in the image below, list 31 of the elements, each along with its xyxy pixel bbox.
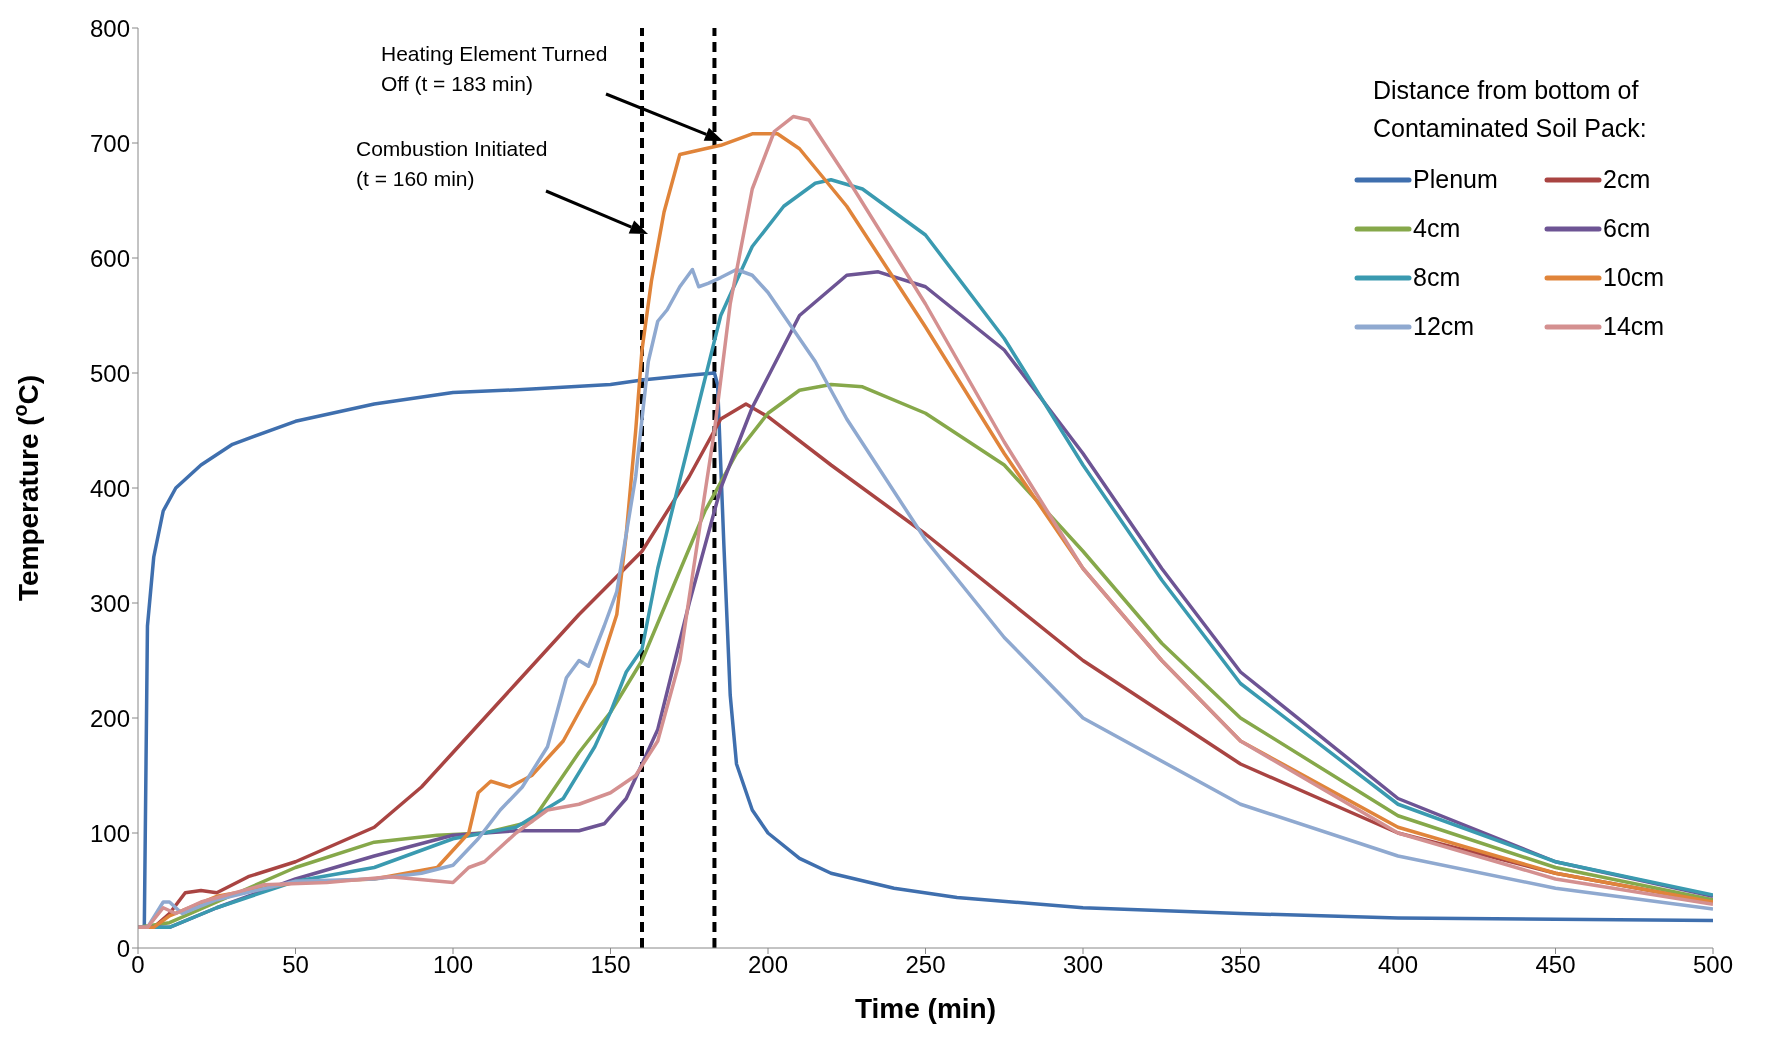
x-tick-label: 50	[282, 951, 309, 979]
x-tick-label: 250	[905, 951, 946, 979]
y-tick-label: 700	[89, 129, 130, 157]
annotation: Heating Element Turned Off (t = 183 min)	[381, 42, 608, 95]
x-tick-label: 450	[1535, 951, 1576, 979]
x-tick-label: 200	[747, 951, 789, 979]
y-tick-label: 400	[89, 474, 130, 502]
legend-label: 14cm	[1603, 312, 1665, 341]
y-tick-label: 300	[89, 589, 130, 617]
x-axis-title: Time (min)	[854, 993, 997, 1024]
legend-title: Distance from bottom of Contaminated Soil Pack:	[1373, 75, 1648, 144]
legend-label: 4cm	[1413, 214, 1461, 243]
x-tick-label: 150	[590, 951, 631, 979]
legend-label: Plenum	[1413, 165, 1498, 194]
legend-label: 10cm	[1603, 263, 1665, 292]
x-tick-label: 350	[1220, 951, 1261, 979]
legend-label: 12cm	[1413, 312, 1475, 341]
legend-label: 2cm	[1603, 165, 1651, 194]
x-tick-label: 500	[1692, 951, 1734, 979]
x-tick-label: 400	[1377, 951, 1419, 979]
x-tick-label: 100	[432, 951, 474, 979]
x-tick-label: 300	[1062, 951, 1104, 979]
y-tick-label: 500	[89, 359, 130, 387]
legend-label: 6cm	[1603, 214, 1651, 243]
y-tick-label: 600	[89, 244, 130, 272]
legend-label: 8cm	[1413, 263, 1461, 292]
y-tick-label: 800	[89, 14, 130, 42]
annotation: Combustion Initiated (t = 160 min)	[356, 137, 548, 190]
y-tick-label: 0	[116, 934, 130, 962]
y-tick-label: 100	[89, 819, 130, 847]
y-tick-label: 200	[89, 704, 130, 732]
